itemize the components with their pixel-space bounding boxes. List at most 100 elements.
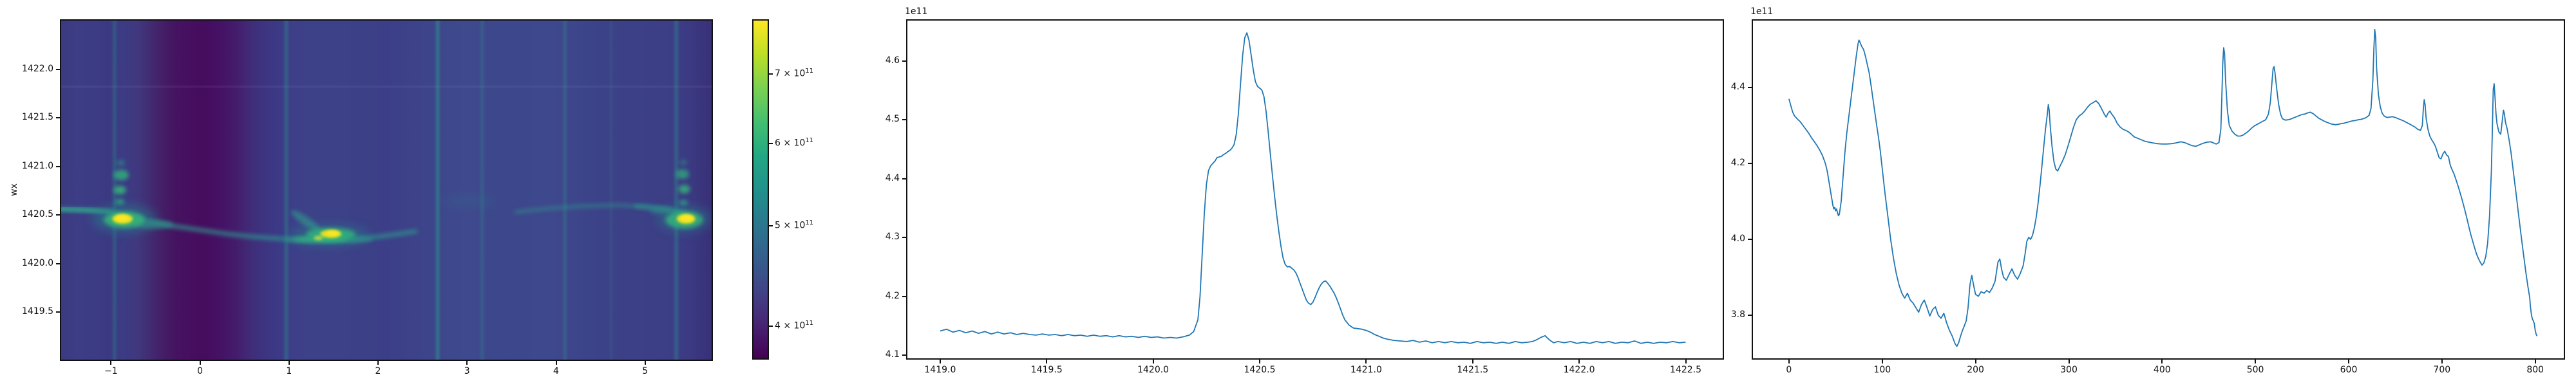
heatmap-hotspot [115, 215, 129, 221]
y-tick-mark [1748, 163, 1752, 164]
y-tick-label: 4.5 [885, 114, 900, 125]
x-tick-label: 800 [2526, 365, 2544, 375]
heatmap-hotspot [665, 211, 703, 229]
x-tick-label: 1420.0 [1137, 365, 1170, 375]
y-tick-mark [902, 354, 906, 356]
x-tick-label: 200 [1967, 365, 1984, 375]
heatmap-ridge-arc [514, 203, 687, 215]
x-tick-mark [1472, 360, 1473, 363]
x-tick-mark [1975, 360, 1976, 363]
heatmap-hotspot [440, 196, 494, 207]
x-tick-label: 1421.5 [1457, 365, 1489, 375]
heatmap-background [60, 19, 713, 361]
y-tick-label: 1422.0 [22, 63, 53, 74]
x-tick-mark [2441, 360, 2443, 363]
x-tick-label: 400 [2153, 365, 2171, 375]
heatmap-hotspot [320, 230, 342, 238]
heatmap-hotspot [326, 230, 339, 236]
x-tick-mark [110, 361, 112, 365]
y-tick-mark [902, 178, 906, 179]
heatmap-hotspot [649, 208, 674, 214]
heatmap-hotspot [291, 210, 321, 232]
x-tick-label: 100 [1873, 365, 1891, 375]
x-tick-mark [288, 361, 290, 365]
heatmap-vertical-stripe [480, 19, 484, 361]
heatmap-hotspot [676, 169, 690, 179]
timeseries-plot [1752, 19, 2565, 360]
y-tick-label: 4.4 [1730, 82, 1745, 92]
heatmap-hotspot [314, 235, 323, 241]
heatmap-vertical-stripe [674, 19, 678, 361]
y-tick-mark [56, 68, 60, 70]
x-tick-mark [377, 361, 379, 365]
y-tick-label: 1420.5 [22, 209, 53, 219]
x-tick-mark [2068, 360, 2070, 363]
heatmap-hotspot [92, 205, 156, 233]
heatmap-vertical-stripe [113, 19, 117, 361]
y-tick-label: 1421.5 [22, 112, 53, 122]
x-tick-mark [2534, 360, 2536, 363]
heatmap-hotspot [113, 169, 129, 181]
x-tick-mark [555, 361, 557, 365]
y-tick-label: 4.2 [885, 290, 900, 301]
heatmap-hotspot [679, 160, 688, 165]
x-tick-label: 0 [197, 366, 204, 376]
x-tick-mark [199, 361, 201, 365]
x-tick-mark [1046, 360, 1048, 363]
x-tick-label: 1421.0 [1350, 365, 1382, 375]
y-tick-label: 4.6 [885, 55, 900, 66]
heatmap-vertical-stripe [610, 19, 612, 361]
x-tick-mark [1152, 360, 1154, 363]
colorbar-tick-label: 5 × 1011 [775, 219, 813, 231]
y-tick-mark [56, 117, 60, 118]
heatmap-hotspot [679, 199, 688, 206]
axis-offset-label: 1e11 [1750, 6, 1774, 17]
series-line [940, 32, 1686, 344]
y-tick-label: 1420.0 [22, 257, 53, 268]
colorbar-tick-text: 4 × 10 [775, 320, 806, 331]
x-tick-label: 0 [1786, 365, 1792, 375]
colorbar-tick-mark [769, 73, 773, 75]
heatmap-vertical-stripe [285, 19, 289, 361]
colorbar-tick-mark [769, 225, 773, 226]
y-tick-mark [902, 60, 906, 62]
x-tick-label: 700 [2433, 365, 2451, 375]
x-tick-mark [1578, 360, 1580, 363]
colorbar-tick-label: 4 × 1011 [775, 320, 813, 331]
heatmap-hotspot [115, 198, 125, 205]
heatmap-hotspot [116, 160, 126, 167]
colorbar-tick-mark [769, 143, 773, 145]
colorbar-tick-exponent: 11 [805, 68, 814, 75]
heatmap-ridge-arc [60, 207, 113, 214]
y-tick-mark [902, 119, 906, 121]
colorbar-tick-text: 7 × 10 [775, 68, 806, 79]
heatmap-horizontal-stripe [60, 86, 713, 87]
x-tick-mark [1259, 360, 1260, 363]
y-tick-label: 4.4 [885, 172, 900, 183]
heatmap-hotspot [676, 214, 696, 224]
colorbar-tick-exponent: 11 [805, 320, 814, 327]
x-tick-label: 1420.5 [1244, 365, 1276, 375]
x-tick-mark [1365, 360, 1367, 363]
y-tick-mark [56, 262, 60, 264]
heatmap-vertical-stripe [564, 19, 567, 361]
heatmap-hotspot [289, 225, 370, 245]
x-tick-label: 1422.0 [1563, 365, 1595, 375]
heatmap-hotspot [680, 215, 692, 221]
heatmap-hotspot [284, 236, 374, 243]
x-tick-label: 500 [2246, 365, 2264, 375]
colorbar-tick-label: 7 × 1011 [775, 68, 813, 79]
y-tick-mark [902, 295, 906, 297]
y-tick-mark [1748, 239, 1752, 240]
series-line [1788, 28, 2538, 347]
y-tick-label: 1421.0 [22, 160, 53, 171]
heatmap-vertical-stripe [436, 19, 440, 361]
x-tick-mark [1881, 360, 1883, 363]
spectrum-plot [906, 19, 1724, 360]
x-tick-mark [644, 361, 646, 365]
colorbar-tick-text: 6 × 10 [775, 138, 806, 149]
x-tick-label: 1 [286, 366, 292, 376]
